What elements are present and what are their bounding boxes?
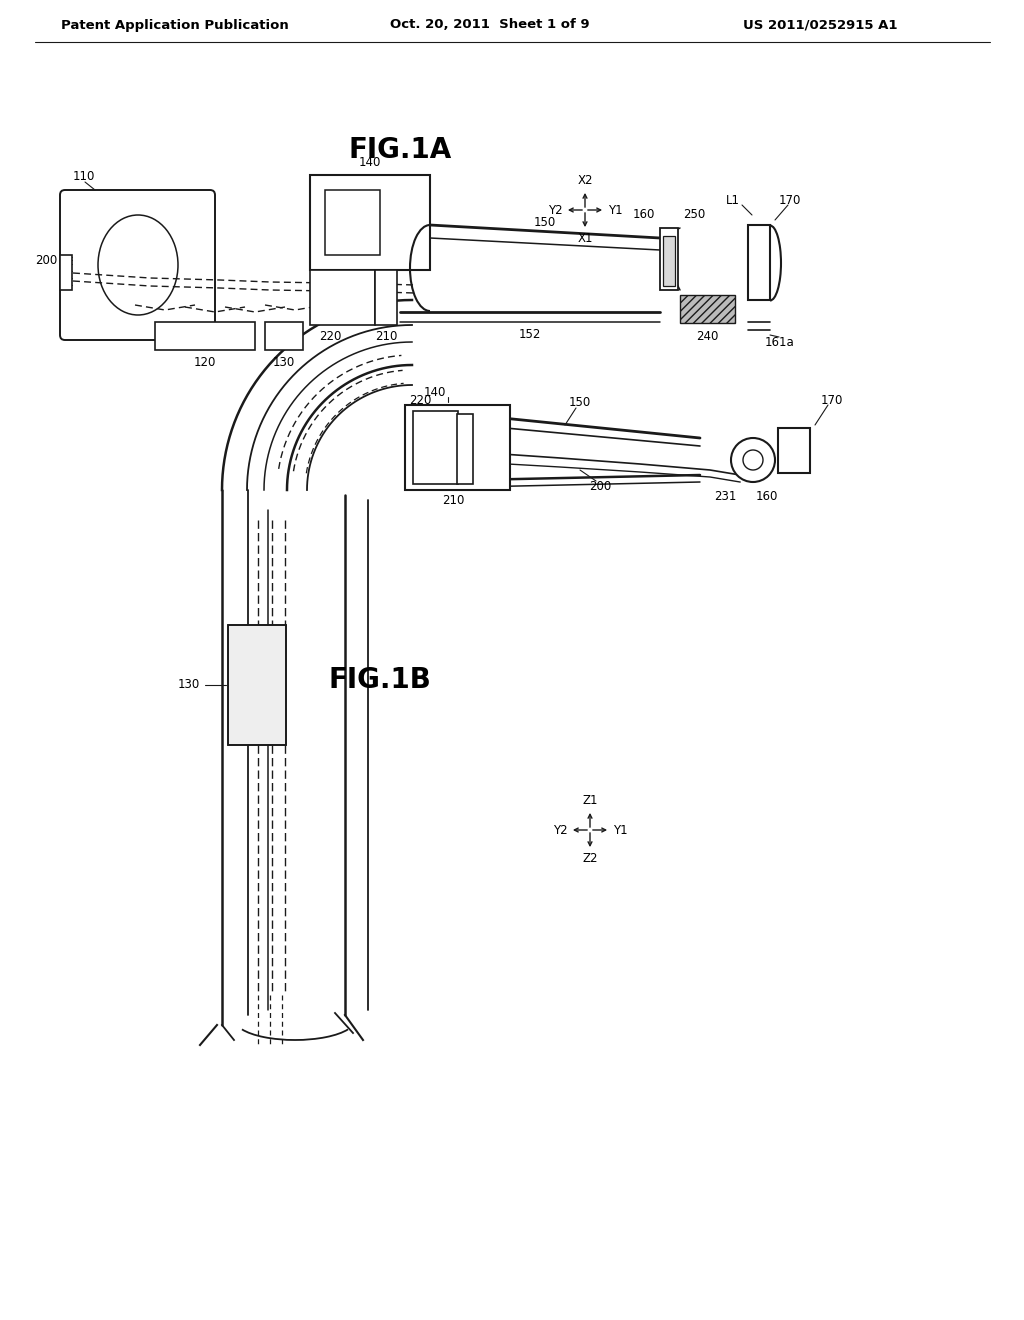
Bar (778, 428, 810, 473)
Bar (748, 224, 770, 300)
Text: 200: 200 (35, 253, 57, 267)
Text: Y2: Y2 (548, 203, 562, 216)
Text: FIG.1A: FIG.1A (348, 136, 452, 164)
Text: 140: 140 (358, 156, 381, 169)
Text: 220: 220 (318, 330, 341, 343)
Bar (155, 322, 255, 350)
Text: 130: 130 (272, 355, 295, 368)
Text: Y1: Y1 (612, 824, 628, 837)
Text: 170: 170 (821, 393, 843, 407)
Bar (265, 322, 303, 350)
Text: US 2011/0252915 A1: US 2011/0252915 A1 (742, 18, 897, 32)
Text: L1: L1 (726, 194, 740, 206)
Text: Oct. 20, 2011  Sheet 1 of 9: Oct. 20, 2011 Sheet 1 of 9 (390, 18, 590, 32)
Bar (228, 624, 286, 744)
Text: X1: X1 (578, 232, 593, 246)
Text: 150: 150 (569, 396, 591, 408)
Text: FIG.1B: FIG.1B (329, 667, 431, 694)
Text: Z2: Z2 (583, 853, 598, 866)
Text: 250: 250 (683, 209, 706, 222)
Text: 210: 210 (375, 330, 397, 343)
Bar (310, 271, 375, 325)
Text: 160: 160 (633, 209, 655, 222)
Text: 130: 130 (178, 678, 200, 692)
Bar (228, 624, 286, 744)
Text: X2: X2 (578, 174, 593, 187)
Text: 231: 231 (714, 491, 736, 503)
Text: 160: 160 (756, 491, 778, 503)
Text: 150: 150 (534, 216, 556, 230)
Bar (413, 411, 458, 484)
Text: 120: 120 (194, 355, 216, 368)
Text: 240: 240 (696, 330, 718, 343)
Bar (660, 228, 678, 290)
Text: 161a: 161a (765, 335, 795, 348)
Text: 210: 210 (441, 494, 464, 507)
Bar (406, 405, 510, 490)
Text: Y1: Y1 (607, 203, 623, 216)
Circle shape (743, 450, 763, 470)
Bar (457, 414, 473, 484)
FancyBboxPatch shape (60, 190, 215, 341)
Bar (680, 294, 735, 323)
Bar (325, 190, 380, 255)
Text: 170: 170 (779, 194, 801, 206)
Text: 140: 140 (424, 385, 446, 399)
Circle shape (731, 438, 775, 482)
Text: 200: 200 (589, 480, 611, 494)
Bar (60, 255, 72, 290)
Bar (375, 271, 397, 325)
Text: Y2: Y2 (553, 824, 567, 837)
Text: 220: 220 (409, 393, 431, 407)
Text: 110: 110 (73, 170, 95, 183)
Text: Patent Application Publication: Patent Application Publication (61, 18, 289, 32)
Bar (310, 176, 430, 271)
Text: Z1: Z1 (583, 795, 598, 808)
Text: 152: 152 (519, 327, 542, 341)
Bar (663, 236, 675, 286)
